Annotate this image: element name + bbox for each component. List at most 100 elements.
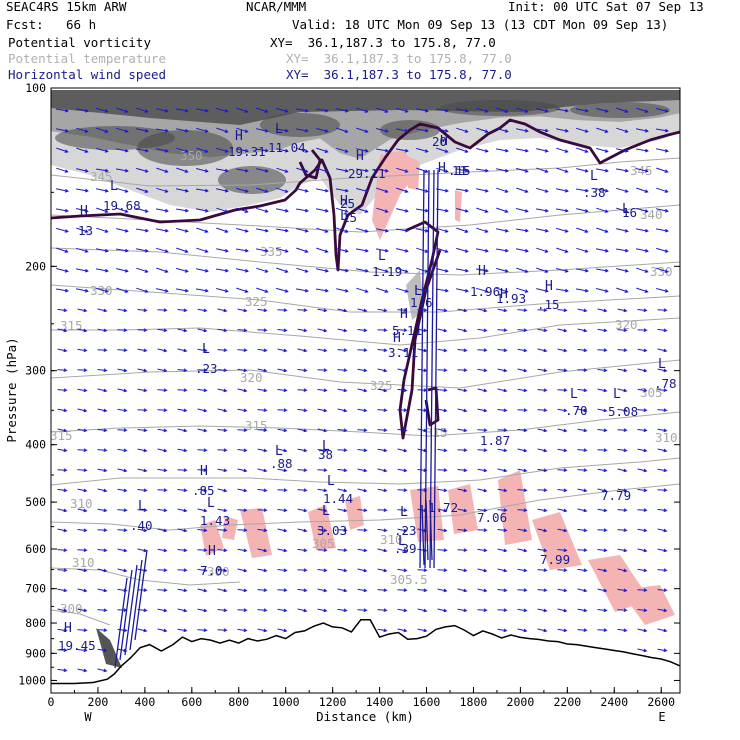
wind-vector-head-477 [303, 408, 308, 413]
pv-value-12: .23 [394, 523, 417, 538]
wind-vector-head-523 [603, 428, 608, 433]
wind-vector-278 [656, 267, 668, 273]
wind-vector-head-512 [383, 428, 388, 433]
wind-vector-677 [577, 528, 587, 532]
wind-vector-55 [536, 128, 548, 132]
wind-vector-323 [317, 308, 327, 312]
wind-vector-589 [57, 488, 67, 492]
pv-value-7: .23 [195, 361, 218, 376]
wind-vector-head-298 [444, 288, 449, 293]
wind-vector-358 [397, 329, 407, 331]
wind-vector-659 [217, 529, 227, 531]
wind-vector-427 [537, 368, 547, 372]
wind-vector-783 [217, 609, 227, 611]
wind-vector-head-79 [404, 148, 409, 153]
wind-vector-260 [296, 267, 308, 273]
wind-vector-head-305 [584, 288, 589, 293]
wind-vector-head-246 [644, 248, 649, 253]
wind-vector-614 [557, 489, 567, 491]
pv-value-29: 16 [622, 205, 637, 220]
wind-vector-head-618 [643, 488, 648, 493]
wind-vector-head-363 [503, 328, 508, 333]
wind-vector-head-161 [184, 208, 189, 213]
wind-vector-469 [137, 409, 147, 411]
wind-vector-5 [156, 108, 168, 112]
wind-vector-head-385 [323, 348, 328, 353]
wind-vector-head-503 [203, 428, 208, 433]
wind-vector-438 [137, 388, 147, 392]
init-time: Init: 00 UTC Sat 07 Sep 13 [508, 0, 704, 14]
wind-vector-head-236 [444, 249, 449, 253]
wind-vector-head-662 [283, 528, 288, 533]
wind-vector-14 [335, 108, 349, 112]
wind-vector-713 [57, 569, 67, 571]
wind-vector-501 [157, 428, 167, 432]
wind-vector-head-723 [263, 568, 268, 573]
wind-vector-head-814 [223, 628, 228, 633]
wind-vector-146 [496, 187, 508, 193]
wind-vector-head-619 [663, 488, 668, 493]
wind-vector-head-469 [143, 408, 148, 413]
wind-vector-272 [536, 267, 548, 273]
wind-vector-722 [237, 568, 247, 572]
wind-vector-head-158 [124, 209, 129, 213]
wind-vector-277 [636, 267, 648, 273]
wind-vector-head-74 [304, 149, 309, 153]
wind-vector-head-804 [643, 608, 648, 613]
pink-patch-9 [532, 512, 582, 570]
wind-vector-807 [77, 629, 87, 631]
wind-vector-head-587 [643, 468, 648, 473]
wind-vector-head-643 [523, 508, 528, 513]
wind-vector-head-709 [603, 548, 608, 553]
wind-vector-head-606 [403, 488, 408, 493]
wind-vector-674 [517, 528, 527, 532]
wind-vector-head-326 [383, 308, 388, 313]
wind-vector-239 [496, 248, 508, 252]
wind-vector-head-789 [343, 608, 348, 613]
wind-vector-101 [216, 168, 228, 172]
wind-vector-604 [357, 488, 367, 492]
wind-vector-head-519 [523, 428, 528, 433]
wind-vector-head-26 [584, 108, 589, 113]
wind-vector-80 [416, 147, 428, 153]
wind-vector-head-575 [403, 468, 408, 473]
wind-vector-head-168 [324, 208, 329, 213]
wind-vector-87 [556, 147, 568, 153]
pv-2-tropopause [50, 118, 681, 272]
wind-vector-head-339 [643, 308, 648, 313]
wind-vector-244 [595, 248, 609, 252]
wind-vector-head-21 [484, 109, 489, 113]
wind-vector-692 [257, 548, 267, 552]
wind-vector-471 [177, 408, 187, 412]
wind-vector-head-467 [103, 408, 108, 413]
wind-vector-head-787 [303, 608, 308, 613]
wind-vector-head-582 [543, 468, 548, 473]
wind-vector-head-536 [243, 448, 248, 453]
wind-vector-391 [437, 348, 447, 352]
wind-vector-head-12 [304, 108, 309, 113]
wind-vector-432 [637, 368, 647, 372]
wind-vector-head-684 [103, 548, 108, 553]
wind-vector-673 [497, 529, 507, 531]
wind-vector-head-89 [604, 149, 609, 153]
wind-vector-head-451 [403, 388, 408, 393]
wind-vector-head-70 [224, 149, 229, 153]
wind-vector-488 [517, 409, 527, 411]
wind-vector-364 [517, 329, 527, 331]
wind-vector-715 [97, 568, 107, 572]
wind-vector-head-327 [403, 308, 408, 313]
wind-vector-head-38 [204, 129, 209, 133]
wind-vector-109 [375, 168, 389, 172]
wind-vector-head-18 [424, 108, 429, 113]
wind-vector-299 [456, 288, 468, 292]
wind-vector-298 [436, 288, 448, 292]
wind-vector-head-131 [204, 188, 209, 193]
wind-vector-456 [497, 388, 507, 392]
wind-vector-524 [617, 429, 627, 431]
wind-vector-561 [117, 468, 127, 472]
wind-vector-head-627 [203, 508, 208, 513]
wind-vector-373 [77, 348, 87, 352]
wind-vector-head-516 [463, 428, 468, 433]
wind-vector-head-456 [503, 388, 508, 393]
wind-vector-476 [277, 409, 287, 411]
